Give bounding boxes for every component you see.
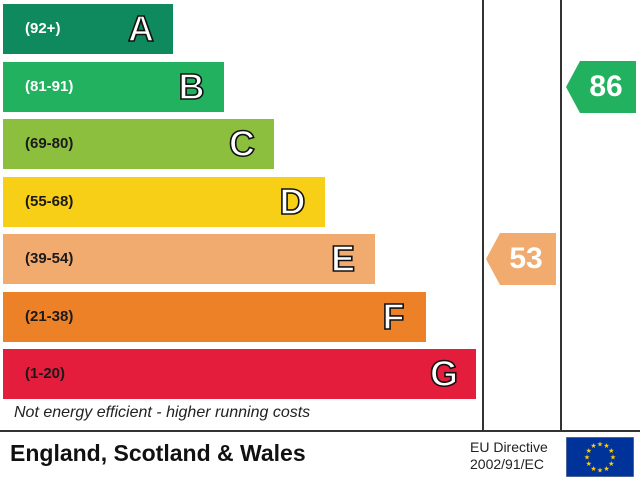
eu-star-icon: ★	[603, 465, 609, 473]
potential-marker-shape	[566, 60, 636, 113]
eu-star-icon: ★	[608, 447, 614, 455]
potential-rating-arrow	[566, 60, 636, 113]
eu-star-icon: ★	[586, 460, 592, 468]
eu-star-icon: ★	[590, 442, 596, 450]
eu-star-icon: ★	[586, 447, 592, 455]
potential-rating-value: 86	[589, 69, 623, 103]
eu-star-icon: ★	[597, 467, 603, 475]
eu-star-icon: ★	[584, 454, 590, 462]
band-f-range: (21-38)	[25, 307, 74, 325]
eu-directive-line2: 2002/91/EC	[470, 456, 544, 472]
band-d-letter: D	[279, 180, 307, 223]
band-b-letter: B	[178, 65, 206, 108]
current-column-divider	[482, 0, 484, 432]
band-a-letter: A	[127, 7, 155, 50]
band-b-range: (81-91)	[25, 77, 74, 95]
eu-star-icon: ★	[608, 460, 614, 468]
band-e-letter: E	[330, 237, 356, 280]
band-g: (1-20) G	[3, 349, 476, 399]
band-f: (21-38) F	[3, 291, 426, 342]
band-f-letter: F	[382, 295, 406, 338]
eu-directive: EU Directive 2002/91/EC	[470, 439, 562, 473]
eu-star-icon: ★	[597, 441, 603, 449]
eu-star-icon: ★	[603, 442, 609, 450]
band-g-range: (1-20)	[25, 365, 66, 382]
current-rating-marker: 53	[486, 233, 556, 285]
eu-flag-icon: ★★★★★★★★★ ★ ★★	[566, 437, 634, 477]
current-rating-value: 53	[509, 242, 543, 275]
current-rating-arrow	[486, 233, 556, 285]
band-e-range: (39-54)	[25, 250, 74, 267]
band-a-range: (92+)	[25, 20, 61, 37]
potential-rating-marker: 86	[566, 60, 636, 113]
potential-column-divider	[560, 0, 562, 432]
band-b: (81-91) B	[3, 61, 224, 112]
band-d: (55-68) D	[3, 176, 325, 227]
band-e: (39-54) E	[3, 234, 375, 284]
eu-star-icon: ★	[610, 454, 616, 462]
band-d-range: (55-68)	[25, 192, 74, 210]
eu-directive-line1: EU Directive	[470, 439, 548, 455]
eu-flag-background	[566, 437, 634, 477]
band-a: (92+) A	[3, 4, 173, 54]
band-c-range: (69-80)	[25, 135, 74, 152]
inefficiency-note: Not energy efficient - higher running co…	[14, 404, 311, 421]
band-c: (69-80) C	[3, 119, 274, 169]
region-label: England, Scotland & Wales	[10, 440, 306, 466]
footer-divider	[0, 430, 640, 432]
band-g-letter: G	[429, 352, 459, 395]
eu-star-icon: ★	[590, 465, 596, 473]
band-c-letter: C	[228, 122, 256, 165]
current-marker-shape	[486, 233, 556, 285]
